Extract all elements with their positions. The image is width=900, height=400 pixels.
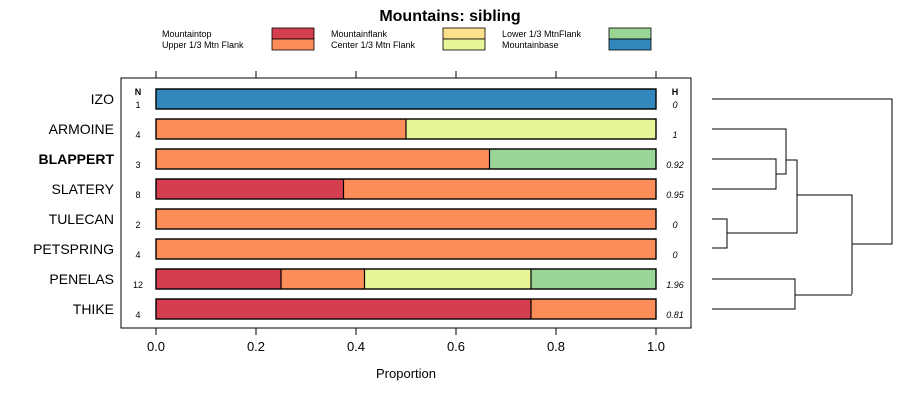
dendrogram-branch (712, 218, 728, 233)
bar-outline (155, 88, 657, 110)
bar-outline (155, 178, 657, 200)
h-column-header: H (672, 87, 679, 97)
dendrogram (712, 98, 893, 310)
row-h-value: 0 (672, 100, 677, 110)
bar-segment (281, 269, 365, 289)
bar-outline (155, 238, 657, 260)
dendrogram-branch (852, 230, 893, 245)
legend-swatch (442, 27, 486, 40)
dendrogram-branch (776, 160, 787, 175)
bar-outline (155, 118, 657, 140)
bar-segment (156, 299, 531, 319)
row-label: PETSPRING (33, 241, 114, 257)
row-label: SLATERY (51, 181, 114, 197)
x-tick-label: 1.0 (647, 339, 665, 354)
bar-outline (155, 208, 657, 230)
row-label: BLAPPERT (39, 151, 115, 167)
bar-segment (156, 239, 656, 259)
x-tick-label: 0.8 (547, 339, 565, 354)
dendrogram-branch (712, 233, 728, 249)
row-label: TULECAN (49, 211, 114, 227)
x-tick-label: 0.6 (447, 339, 465, 354)
legend-swatch (608, 27, 652, 40)
bar-outline (155, 298, 657, 320)
bar-segment (156, 179, 344, 199)
row-n-value: 12 (133, 280, 143, 290)
row-h-value: 0 (672, 250, 677, 260)
bar-segment (156, 89, 656, 109)
dendrogram-branch (712, 294, 852, 310)
row-label: PENELAS (49, 271, 114, 287)
bar-rows: IZO 1 0 ARMOINE 4 1 BLAPPERT 3 0.92 SLATERY 8 0.95 T… (33, 88, 685, 320)
legend-label: Lower 1/3 MtnFlank (502, 29, 582, 39)
row-h-value: 0.95 (666, 190, 685, 200)
row-h-value: 1 (672, 130, 677, 140)
x-tick-label: 0.0 (147, 339, 165, 354)
row-h-value: 0.92 (666, 160, 684, 170)
chart-title: Mountains: sibling (379, 8, 520, 25)
dendrogram-branch (712, 158, 777, 174)
bar-segment (406, 119, 656, 139)
x-tick-label: 0.2 (247, 339, 265, 354)
n-column-header: N (135, 87, 142, 97)
row-h-value: 0 (672, 220, 677, 230)
row-n-value: 4 (135, 130, 140, 140)
row-h-value: 0.81 (666, 310, 684, 320)
x-axis: 0.0 0.2 0.4 0.6 0.8 1.0 (147, 328, 665, 354)
plot-frame (120, 77, 692, 329)
row-n-value: 4 (135, 310, 140, 320)
bar-outline (155, 268, 657, 290)
legend-swatch (271, 27, 315, 40)
dendrogram-branch (797, 194, 853, 294)
dendrogram-branch (727, 159, 798, 234)
row-label: IZO (91, 91, 114, 107)
bar-segment (364, 269, 531, 289)
legend-label: Mountaintop (162, 29, 212, 39)
bar-segment (156, 269, 281, 289)
legend-swatch (442, 38, 486, 51)
row-n-value: 3 (135, 160, 140, 170)
bar-segment (156, 119, 406, 139)
bar-segment (531, 269, 656, 289)
legend-label: Upper 1/3 Mtn Flank (162, 40, 244, 50)
bar-segment (489, 149, 656, 169)
row-label: ARMOINE (49, 121, 114, 137)
dendrogram-branch (712, 98, 893, 230)
legend-label: Mountainbase (502, 40, 559, 50)
x-axis-title: Proportion (376, 366, 436, 381)
row-n-value: 4 (135, 250, 140, 260)
row-n-value: 1 (135, 100, 140, 110)
bar-outline (155, 148, 657, 170)
bar-segment (156, 149, 490, 169)
bar-segment (343, 179, 656, 199)
row-n-value: 8 (135, 190, 140, 200)
row-label: THIKE (73, 301, 114, 317)
legend-label: Center 1/3 Mtn Flank (331, 40, 416, 50)
legend-label: Mountainflank (331, 29, 388, 39)
dendrogram-branch (712, 128, 787, 160)
bar-segment (531, 299, 656, 319)
top-axis-ticks (155, 71, 657, 78)
dendrogram-branch (712, 278, 796, 295)
x-tick-label: 0.4 (347, 339, 365, 354)
legend-swatch (271, 38, 315, 51)
legend-swatch (608, 38, 652, 51)
row-n-value: 2 (135, 220, 140, 230)
dendrogram-branch (712, 174, 777, 190)
row-h-value: 1.96 (666, 280, 684, 290)
bar-segment (156, 209, 656, 229)
